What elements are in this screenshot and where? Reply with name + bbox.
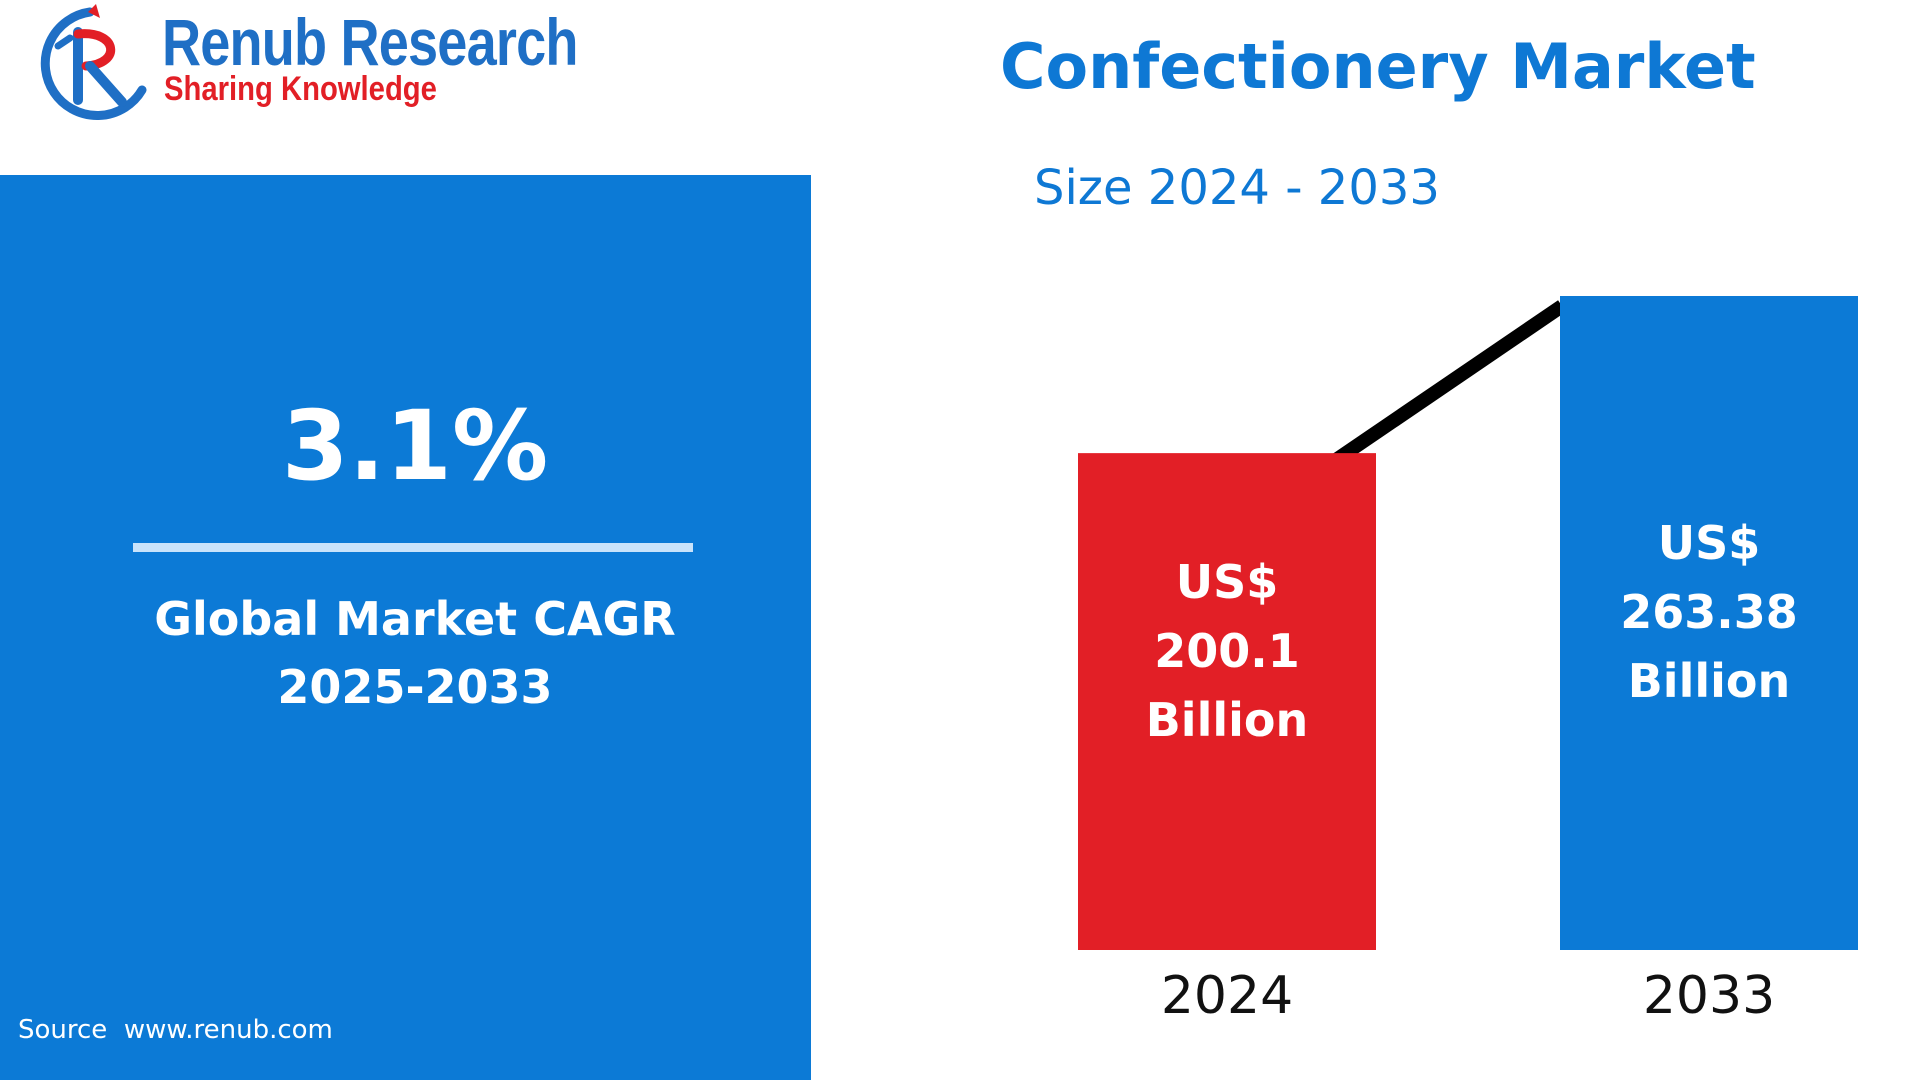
logo-name: Renub Research	[162, 5, 578, 79]
cagr-divider	[133, 543, 693, 552]
page-subtitle: Size 2024 - 2033	[1034, 160, 1440, 216]
bar-data-label: Billion	[1146, 693, 1308, 747]
cagr-panel: 3.1% Global Market CAGR 2025-2033 Source…	[0, 175, 811, 1080]
trend-line	[1327, 300, 1566, 469]
bar-2024	[1078, 453, 1376, 950]
bar-data-label: US$	[1658, 516, 1761, 570]
cagr-label-line1: Global Market CAGR	[154, 592, 676, 646]
bar-2033	[1560, 296, 1858, 950]
bar-data-label: US$	[1176, 555, 1279, 609]
cagr-label-line2: 2025-2033	[277, 660, 553, 714]
bar-data-label: 263.38	[1620, 585, 1798, 639]
page-title: Confectionery Market	[1000, 30, 1756, 103]
renub-logo-icon	[40, 4, 147, 120]
bar-data-label: 200.1	[1154, 624, 1300, 678]
cagr-label: Global Market CAGR 2025-2033	[0, 585, 830, 721]
source-text: Source www.renub.com	[18, 1015, 333, 1045]
logo-tagline: Sharing Knowledge	[164, 70, 437, 108]
cagr-value: 3.1%	[281, 390, 549, 502]
x-tick-label: 2033	[1643, 966, 1775, 1026]
x-tick-label: 2024	[1161, 966, 1293, 1026]
renub-logo: Renub Research Sharing Knowledge	[30, 0, 630, 130]
bar-data-label: Billion	[1628, 654, 1790, 708]
